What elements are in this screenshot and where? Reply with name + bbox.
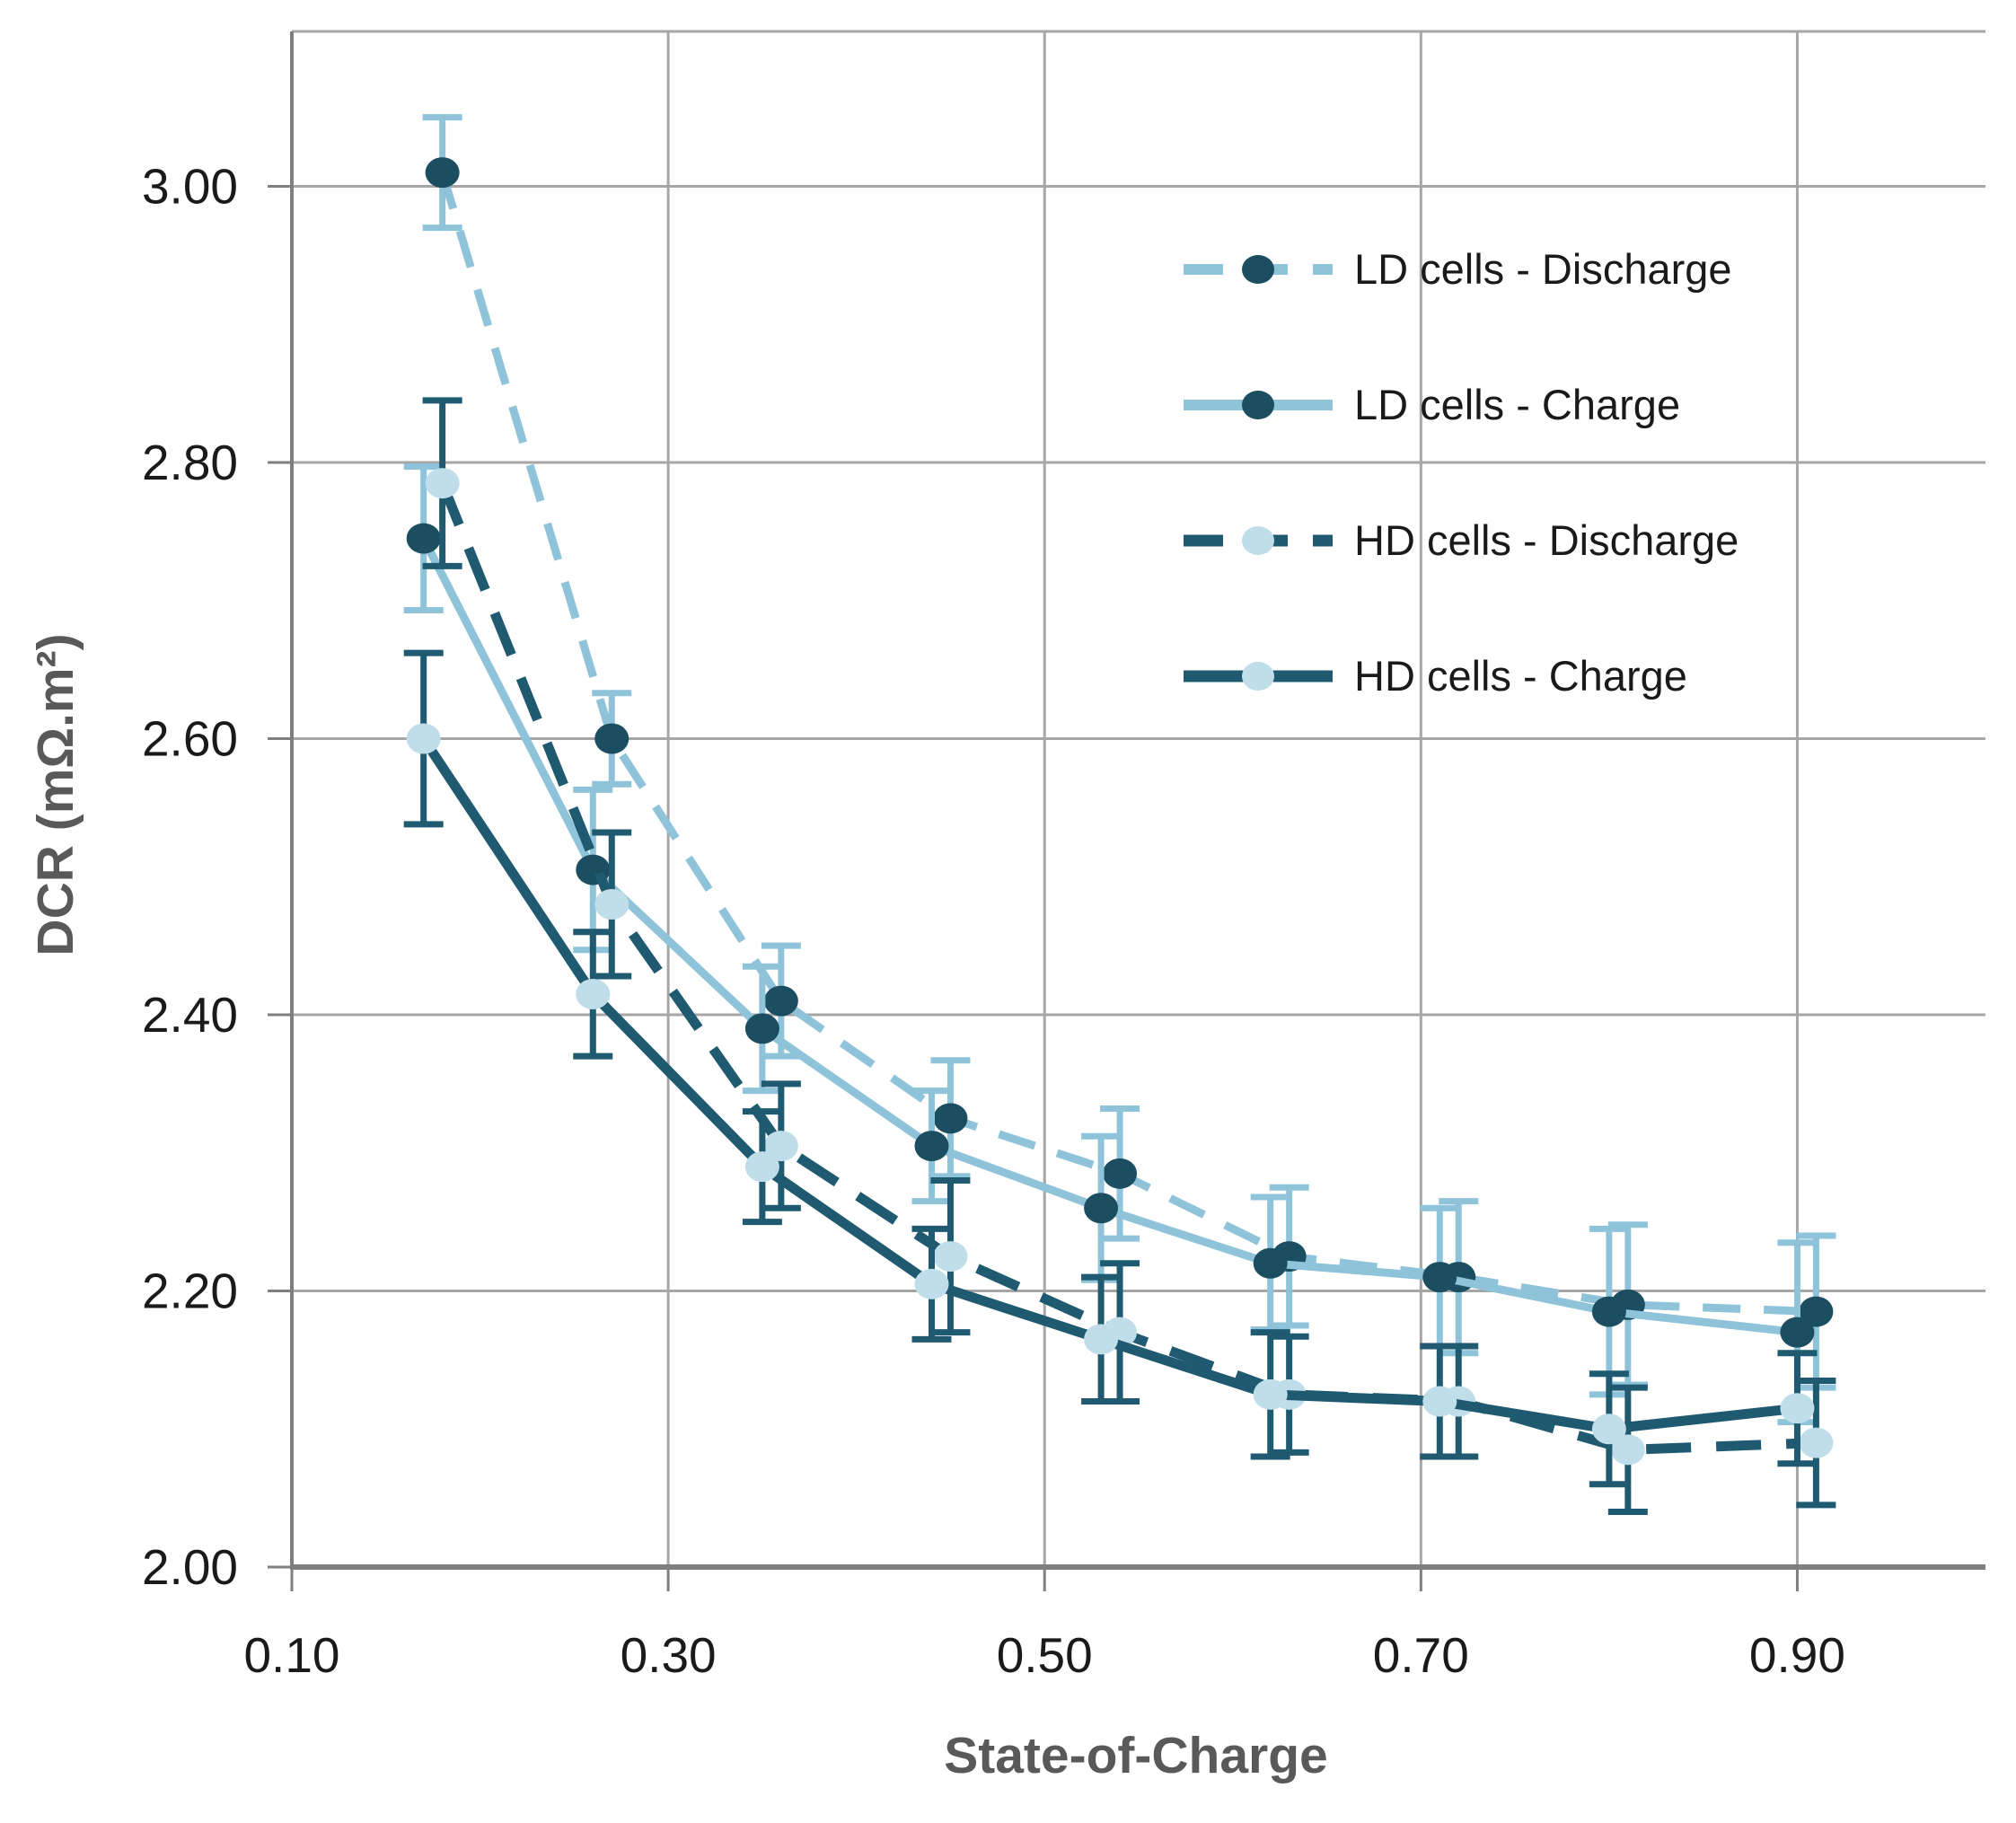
- data-point-marker: [406, 723, 441, 754]
- series-ld-cells-discharge: [422, 114, 1836, 1391]
- data-point-marker: [1084, 1324, 1119, 1355]
- data-point-marker: [914, 1268, 949, 1299]
- x-tick-label: 0.90: [1749, 1627, 1845, 1683]
- data-point-marker: [425, 157, 460, 189]
- data-point-marker: [425, 468, 460, 499]
- series-hd-cells-discharge: [422, 397, 1836, 1515]
- y-tick-label: 2.80: [142, 435, 238, 490]
- series-hd-cells-charge: [403, 649, 1818, 1488]
- data-point-marker: [1253, 1378, 1288, 1410]
- data-point-marker: [406, 523, 441, 554]
- series-line-dashed: [438, 171, 1817, 1317]
- legend-sample-marker: [1242, 391, 1274, 419]
- legend-sample-marker: [1242, 526, 1274, 555]
- legend-sample-marker: [1242, 662, 1274, 691]
- data-point-marker: [933, 1241, 968, 1273]
- data-point-marker: [744, 1013, 779, 1044]
- legend-item: HD cells - Discharge: [1184, 516, 1739, 564]
- data-point-marker: [1103, 1158, 1138, 1189]
- x-tick-label: 0.50: [997, 1627, 1093, 1683]
- data-point-marker: [1591, 1413, 1626, 1445]
- data-point-marker: [1422, 1386, 1457, 1417]
- data-point-marker: [763, 1131, 798, 1162]
- data-point-marker: [1084, 1193, 1119, 1224]
- legend-label: HD cells - Discharge: [1354, 516, 1739, 564]
- legend-item: LD cells - Discharge: [1184, 245, 1732, 293]
- y-tick-label: 3.00: [142, 159, 238, 215]
- data-point-marker: [594, 723, 629, 754]
- grid: [292, 30, 1985, 1567]
- data-point-marker: [933, 1103, 968, 1134]
- legend: LD cells - Discharge LD cells - Charge HD …: [1184, 245, 1739, 700]
- data-point-marker: [1422, 1262, 1457, 1293]
- data-point-marker: [1610, 1434, 1645, 1466]
- y-tick-label: 2.00: [142, 1539, 238, 1595]
- y-tick-label: 2.60: [142, 711, 238, 767]
- y-axis-title: DCR (mΩ.m²): [27, 633, 84, 956]
- y-tick-label: 2.40: [142, 987, 238, 1043]
- legend-sample-marker: [1242, 255, 1274, 284]
- legend-label: HD cells - Charge: [1354, 652, 1687, 700]
- data-point-marker: [576, 978, 611, 1009]
- legend-item: HD cells - Charge: [1184, 652, 1687, 700]
- x-tick-label: 0.10: [243, 1627, 339, 1683]
- legend-label: LD cells - Charge: [1354, 381, 1680, 428]
- x-tick-label: 0.70: [1373, 1627, 1469, 1683]
- data-point-marker: [744, 1151, 779, 1183]
- data-point-marker: [1253, 1247, 1288, 1279]
- x-axis-title: State-of-Charge: [944, 1727, 1328, 1784]
- data-point-marker: [1799, 1296, 1834, 1327]
- data-point-marker: [594, 889, 629, 920]
- x-tick-label: 0.30: [621, 1627, 717, 1683]
- legend-label: LD cells - Discharge: [1354, 245, 1732, 293]
- data-point-marker: [1780, 1393, 1815, 1424]
- tick-labels: 0.10 0.30 0.50 0.70 0.90 2.00 2.20 2.40 2.60 2.80…: [142, 159, 1845, 1684]
- data-point-marker: [1591, 1296, 1626, 1327]
- axes: [268, 31, 1985, 1591]
- data-point-marker: [1799, 1427, 1834, 1458]
- data-point-marker: [1780, 1317, 1815, 1348]
- data-point-marker: [763, 985, 798, 1017]
- series-ld-cells-charge: [403, 463, 1818, 1426]
- legend-item: LD cells - Charge: [1184, 381, 1680, 428]
- data-point-marker: [914, 1131, 949, 1162]
- y-tick-label: 2.20: [142, 1264, 238, 1319]
